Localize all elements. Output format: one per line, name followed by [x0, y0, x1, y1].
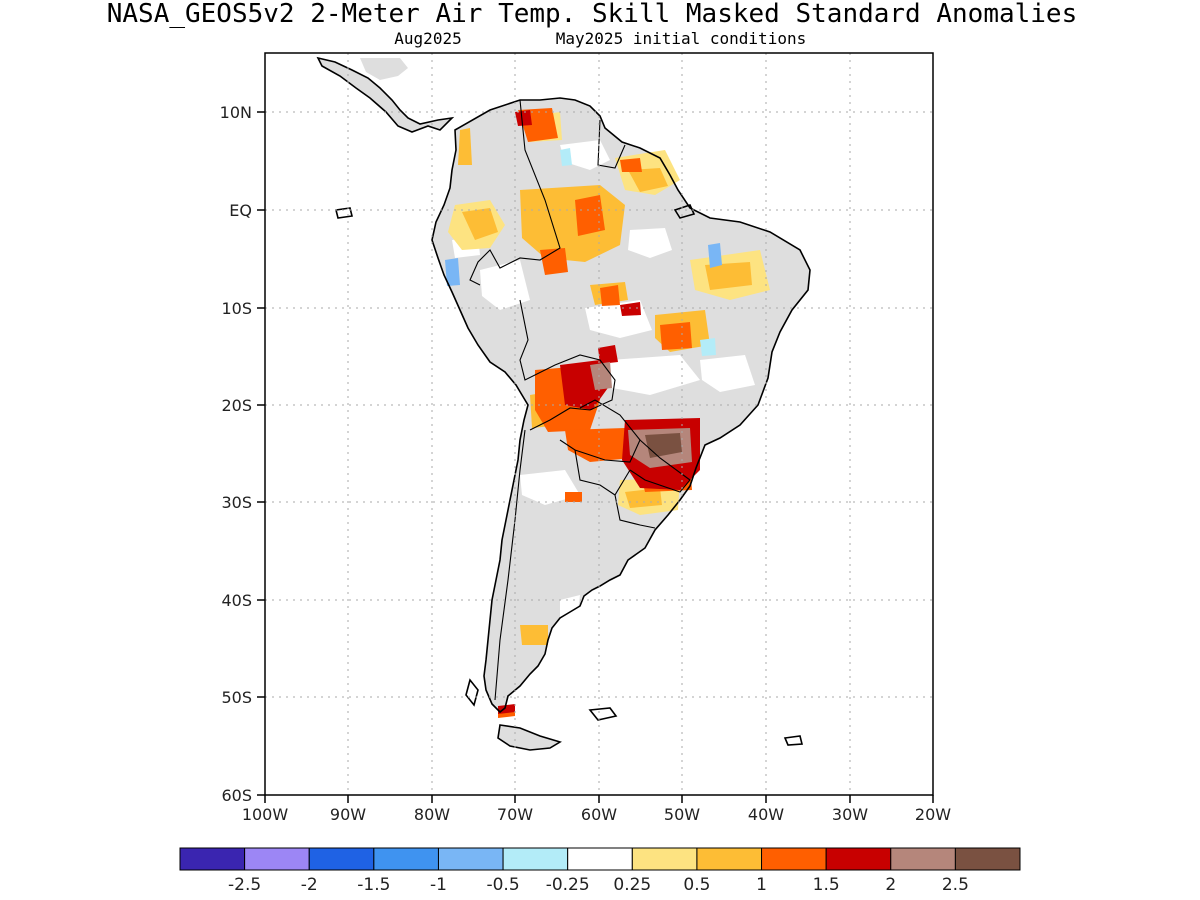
coastlines	[316, 56, 811, 751]
colorbar-label: -0.25	[546, 875, 590, 895]
lat-label-40s: 40S	[221, 591, 252, 610]
colorbar-swatch	[696, 847, 763, 871]
colorbar: -2.5 -2 -1.5 -1 -0.5 -0.25 0.25 0.5 1 1.…	[179, 847, 1021, 895]
lon-label-100w: 100W	[242, 805, 289, 824]
map-panel	[264, 52, 934, 796]
colorbar-label: -2	[301, 875, 318, 895]
valid-month-label: Aug2025	[394, 29, 461, 48]
colorbar-swatch	[954, 847, 1021, 871]
lat-lon-grid	[265, 53, 933, 795]
lon-label-40w: 40W	[748, 805, 784, 824]
latitude-axis: 10N EQ 10S 20S 30S 40S 50S 60S	[220, 103, 265, 805]
colorbar-label: -1.5	[357, 875, 390, 895]
colorbar-swatch	[502, 847, 569, 871]
colorbar-swatch	[179, 847, 246, 871]
colorbar-swatch	[890, 847, 956, 871]
colorbar-label: -0.5	[486, 875, 519, 895]
lon-label-60w: 60W	[581, 805, 617, 824]
colorbar-label: 2.5	[942, 875, 969, 895]
lat-label-60s: 60S	[221, 786, 252, 805]
colorbar-swatch	[244, 847, 310, 871]
colorbar-label: 0.5	[683, 875, 710, 895]
lon-label-30w: 30W	[832, 805, 868, 824]
colorbar-swatch	[308, 847, 375, 871]
lon-label-50w: 50W	[664, 805, 700, 824]
colorbar-swatch	[437, 847, 504, 871]
colorbar-swatch	[373, 847, 439, 871]
lat-label-10s: 10S	[221, 299, 252, 318]
lon-label-70w: 70W	[497, 805, 533, 824]
lon-label-90w: 90W	[330, 805, 366, 824]
colorbar-swatch	[761, 847, 827, 871]
colorbar-label: 1.5	[813, 875, 840, 895]
lon-label-80w: 80W	[414, 805, 450, 824]
colorbar-swatch	[567, 847, 633, 871]
anomaly-above-2.5	[645, 433, 682, 458]
lon-label-20w: 20W	[915, 805, 951, 824]
colorbar-label: -1	[430, 875, 447, 895]
colorbar-label: -2.5	[228, 875, 261, 895]
country-borders	[469, 99, 691, 701]
map-title: NASA_GEOS5v2 2-Meter Air Temp. Skill Mas…	[107, 0, 1078, 29]
cold-anomalies	[445, 148, 722, 356]
colorbar-swatch	[631, 847, 698, 871]
colorbar-label: 1	[756, 875, 767, 895]
init-conditions-label: May2025 initial conditions	[556, 29, 806, 48]
lat-label-eq: EQ	[229, 201, 252, 220]
colorbar-swatch	[825, 847, 892, 871]
lat-label-30s: 30S	[221, 493, 252, 512]
lat-label-50s: 50S	[221, 688, 252, 707]
colorbar-label: 0.25	[613, 875, 651, 895]
lat-label-10n: 10N	[220, 103, 252, 122]
colorbar-label: 2	[885, 875, 896, 895]
longitude-axis: 100W 90W 80W 70W 60W 50W 40W 30W 20W	[242, 795, 951, 824]
lat-label-20s: 20S	[221, 396, 252, 415]
